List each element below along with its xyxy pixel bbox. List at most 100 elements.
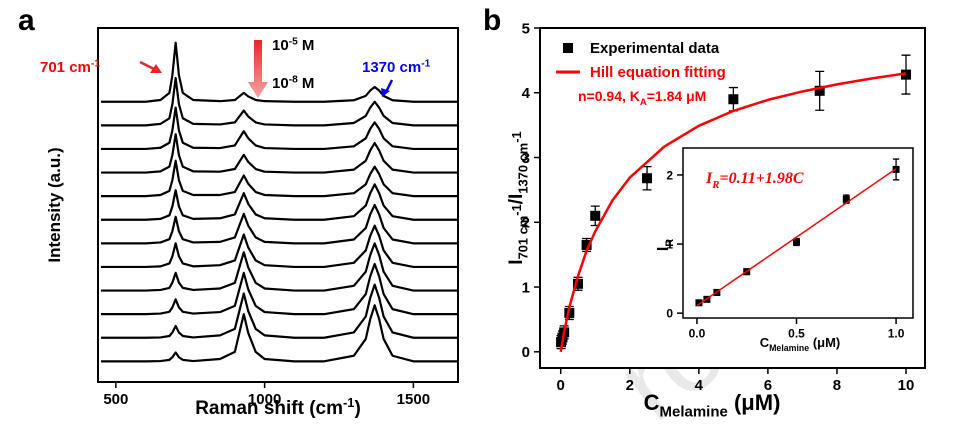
label-part: I: [705, 170, 713, 187]
data-point: [572, 278, 583, 289]
label-part: -1: [421, 58, 430, 69]
plot-area: [556, 54, 912, 353]
y-tick-label: 3: [522, 150, 530, 167]
x-tick-label: 1000: [248, 391, 281, 408]
label-part: =0.11+1.98: [720, 170, 793, 187]
label-part: ): [354, 398, 360, 419]
label-part: C: [760, 335, 770, 350]
data-point: [814, 85, 825, 96]
x-tick-label: 0.5: [788, 327, 805, 341]
label-part: 10: [272, 37, 289, 54]
annotation: n=0.94, KA=1.84 μM: [578, 88, 706, 108]
plot-area: [100, 41, 458, 363]
y-tick-label: 1: [522, 279, 530, 296]
label-part: M: [298, 37, 315, 54]
label-part: A: [640, 97, 647, 108]
series-line: [100, 183, 458, 221]
series-line: [100, 203, 458, 245]
data-point: [590, 210, 601, 221]
y-tick-label: 2: [666, 168, 673, 182]
label-part: 701 cm: [40, 59, 91, 76]
series-line: [559, 72, 907, 353]
y-tick-label: 1: [666, 237, 673, 251]
data-point: [581, 239, 592, 250]
x-tick-label: 0.0: [689, 327, 706, 341]
series-line: [696, 168, 897, 307]
label-part: 10: [272, 75, 289, 92]
label-part: -5: [289, 36, 298, 47]
annotation: 10-5 M: [272, 36, 314, 54]
x-axis-label: Raman shift (cm-1): [195, 395, 361, 419]
label-part: =1.84 μM: [647, 88, 707, 104]
label-part: -1: [91, 58, 100, 69]
y-tick-label: 0: [522, 344, 530, 361]
label-part: (μM): [809, 335, 840, 350]
series-line: [100, 224, 458, 269]
x-axis-label: CMelamine (μM): [644, 390, 781, 421]
data-point: [793, 238, 801, 246]
y-axis-label: IR: [655, 239, 676, 251]
y-tick-label: 5: [522, 20, 530, 37]
y-axis-label: Intensity (a.u.): [45, 147, 64, 262]
legend-swatch: [563, 43, 573, 53]
plot-frame: [97, 27, 459, 383]
y-tick-label: 2: [522, 215, 530, 232]
x-tick-label: 8: [833, 377, 841, 394]
concentration-arrow: [248, 40, 268, 98]
label-part: -1: [343, 395, 354, 410]
label-part: C: [644, 390, 660, 415]
data-point: [901, 69, 912, 80]
y-tick-label: 4: [522, 85, 531, 102]
label-part: R: [711, 179, 719, 191]
label-part: I: [506, 259, 527, 264]
legend-label: Hill equation fitting: [590, 64, 726, 81]
label-part: Raman shift (cm: [195, 398, 343, 419]
x-tick-label: 10: [898, 377, 915, 394]
panel-label: b: [483, 4, 501, 37]
plot-area: [695, 158, 900, 307]
y-tick-label: 0: [666, 306, 673, 320]
x-tick-label: 1500: [397, 391, 430, 408]
data-point: [695, 299, 703, 307]
label-part: M: [298, 75, 315, 92]
annotation: 10-8 M: [272, 74, 314, 92]
label-part: I: [655, 247, 672, 251]
x-tick-label: 500: [103, 391, 128, 408]
label-part: Intensity (a.u.): [45, 147, 64, 262]
series-line: [100, 77, 458, 127]
series-line: [100, 159, 458, 198]
peak-arrowhead: [381, 88, 390, 97]
label-part: R: [664, 239, 676, 247]
data-point: [842, 195, 850, 203]
label-part: 1370 cm: [516, 143, 531, 194]
peak-arrowhead: [150, 64, 162, 73]
annotation: 701 cm-1: [40, 58, 100, 76]
x-tick-label: 6: [764, 377, 772, 394]
label-part: -1: [509, 204, 524, 215]
x-axis-label: CMelamine (μM): [760, 335, 841, 353]
label-part: -8: [289, 74, 298, 85]
x-tick-label: 1.0: [888, 327, 905, 341]
label-part: Melamine: [659, 404, 727, 421]
annotation: IR=0.11+1.98C: [705, 170, 804, 191]
series-line: [100, 41, 458, 103]
annotation: 1370 cm-1: [362, 58, 431, 76]
series-line: [100, 133, 458, 174]
y-axis-label: I701 cm-1/I1370 cm-1: [506, 131, 531, 264]
series-line: [100, 106, 458, 151]
label-part: C: [793, 170, 804, 187]
label-part: 701 cm: [516, 216, 531, 260]
label-part: /I: [506, 194, 527, 205]
label-part: -1: [509, 131, 524, 142]
legend-label: Experimental data: [590, 40, 720, 57]
x-tick-label: 0: [557, 377, 565, 394]
label-part: Melamine: [769, 343, 809, 353]
data-point: [728, 94, 739, 105]
label-part: 1370 cm: [362, 59, 421, 76]
label-part: n=0.94, K: [578, 88, 640, 104]
decorations: [139, 40, 394, 98]
